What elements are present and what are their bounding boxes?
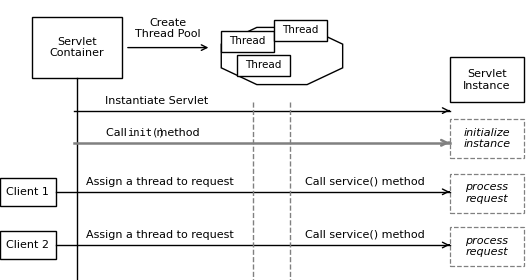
FancyBboxPatch shape <box>32 17 122 78</box>
FancyBboxPatch shape <box>274 20 327 41</box>
Text: Servlet
Instance: Servlet Instance <box>463 69 511 91</box>
Text: Call: Call <box>106 128 131 138</box>
Text: Assign a thread to request: Assign a thread to request <box>86 177 234 187</box>
Text: process
request: process request <box>466 235 508 257</box>
Text: process
request: process request <box>466 182 508 204</box>
Text: Thread: Thread <box>282 25 319 35</box>
Text: Client 2: Client 2 <box>6 240 49 250</box>
Text: Create
Thread Pool: Create Thread Pool <box>135 18 201 39</box>
Text: Instantiate Servlet: Instantiate Servlet <box>105 95 209 106</box>
Text: Assign a thread to request: Assign a thread to request <box>86 230 234 240</box>
Text: Call service() method: Call service() method <box>304 230 425 240</box>
FancyBboxPatch shape <box>221 31 274 52</box>
Text: Thread: Thread <box>229 36 265 46</box>
FancyBboxPatch shape <box>0 178 56 206</box>
Polygon shape <box>221 27 343 85</box>
FancyBboxPatch shape <box>450 227 524 266</box>
Text: method: method <box>153 128 200 138</box>
FancyBboxPatch shape <box>450 119 524 158</box>
Text: Servlet
Container: Servlet Container <box>50 37 104 59</box>
Text: init(): init() <box>127 128 164 138</box>
FancyBboxPatch shape <box>450 174 524 213</box>
Text: Call service() method: Call service() method <box>304 177 425 187</box>
FancyBboxPatch shape <box>237 55 290 76</box>
Text: Thread: Thread <box>245 60 281 70</box>
Text: Client 1: Client 1 <box>6 187 49 197</box>
FancyBboxPatch shape <box>450 57 524 102</box>
Text: initialize
instance: initialize instance <box>463 128 510 150</box>
FancyBboxPatch shape <box>0 231 56 259</box>
